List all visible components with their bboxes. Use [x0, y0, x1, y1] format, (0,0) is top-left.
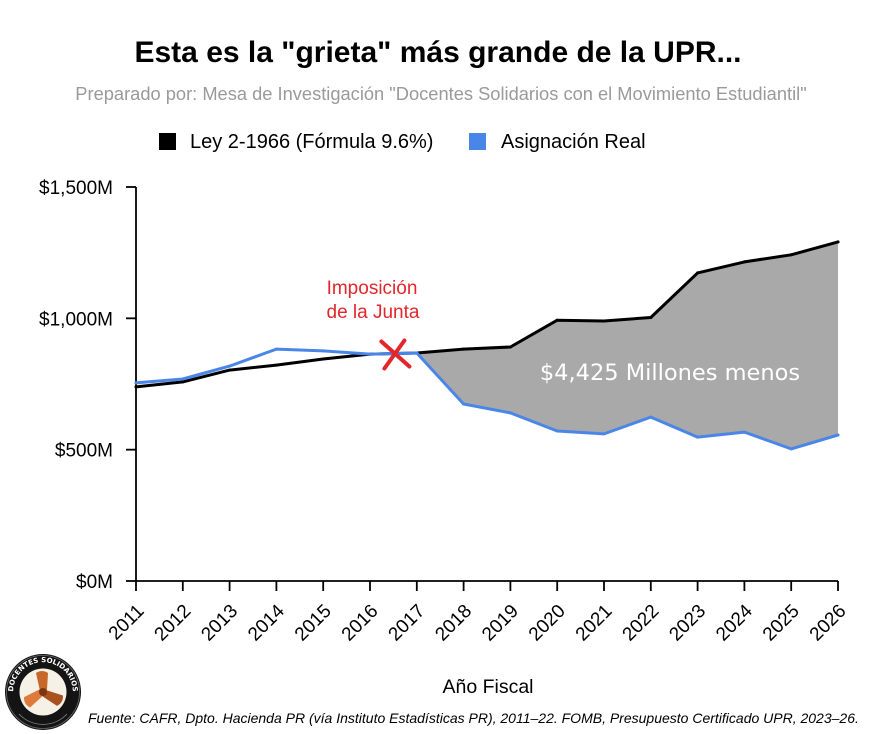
data-point-asignacion — [415, 351, 419, 355]
data-point-asignacion — [602, 432, 606, 436]
x-tick-label: 2026 — [806, 601, 851, 646]
data-point-ley — [508, 345, 512, 349]
source-note: Fuente: CAFR, Dpto. Hacienda PR (vía Ins… — [88, 710, 859, 726]
x-tick-label: 2022 — [619, 601, 664, 646]
legend-swatch-asignacion — [469, 133, 486, 150]
x-mark-stroke — [382, 338, 407, 371]
data-point-ley — [602, 319, 606, 323]
x-tick-label: 2014 — [244, 600, 289, 645]
x-tick-label: 2016 — [338, 601, 383, 646]
data-point-ley — [228, 368, 232, 372]
hand-shape — [24, 689, 44, 708]
legend-swatch-ley — [159, 133, 176, 150]
annotation-line-2: de la Junta — [327, 302, 420, 323]
hands-center — [39, 688, 47, 696]
data-point-asignacion — [134, 381, 138, 385]
data-point-ley — [789, 253, 793, 257]
data-point-ley — [181, 380, 185, 384]
data-point-ley — [649, 316, 653, 319]
data-point-asignacion — [649, 415, 653, 419]
logo-rim — [6, 655, 80, 729]
data-point-ley — [836, 240, 840, 244]
chart-subtitle: Preparado por: Mesa de Investigación "Do… — [75, 83, 806, 104]
logo-lower-arc — [18, 713, 68, 725]
data-point-asignacion — [555, 429, 559, 433]
data-point-asignacion — [462, 402, 466, 406]
legend: Ley 2-1966 (Fórmula 9.6%) Asignación Rea… — [159, 131, 646, 153]
data-point-asignacion — [742, 430, 746, 434]
gap-label: $4,425 Millones menos — [540, 360, 800, 386]
data-point-asignacion — [274, 347, 278, 351]
x-tick-label: 2011 — [105, 601, 149, 645]
annotation-layer — [379, 338, 412, 371]
x-tick-label: 2019 — [478, 601, 523, 646]
y-tick-label: $0M — [76, 572, 113, 593]
gap-layer — [416, 241, 838, 449]
legend-item-asignacion: Asignación Real — [469, 131, 646, 153]
x-tick-label: 2021 — [572, 601, 617, 646]
legend-label-ley: Ley 2-1966 (Fórmula 9.6%) — [190, 131, 433, 153]
data-point-asignacion — [508, 411, 512, 415]
x-axis-title: Año Fiscal — [442, 676, 533, 698]
data-point-asignacion — [368, 352, 372, 356]
x-tick-label: 2012 — [151, 601, 196, 646]
x-tick-label: 2024 — [712, 600, 757, 645]
data-point-asignacion — [836, 433, 840, 437]
data-point-ley — [134, 385, 138, 389]
x-tick-label: 2020 — [525, 601, 570, 646]
series-layer — [134, 240, 840, 451]
x-tick-label: 2017 — [385, 601, 430, 646]
gap-area — [416, 241, 838, 449]
hands-icon — [24, 671, 63, 708]
y-tick-label: $500M — [55, 441, 113, 462]
data-point-ley — [321, 357, 325, 361]
data-point-ley — [696, 271, 700, 275]
data-point-ley — [462, 347, 466, 351]
y-tick-label: $1,500M — [39, 178, 113, 199]
x-tick-label: 2025 — [759, 601, 804, 646]
x-tick-label: 2023 — [665, 601, 710, 646]
annotation-line-1: Imposición — [327, 278, 418, 299]
hand-shape — [36, 671, 48, 691]
data-point-asignacion — [321, 349, 325, 353]
data-point-ley — [555, 318, 559, 322]
x-mark-icon — [379, 338, 412, 371]
legend-item-ley: Ley 2-1966 (Fórmula 9.6%) — [159, 131, 433, 153]
y-tick-label: $1,000M — [39, 309, 113, 330]
data-point-asignacion — [228, 364, 232, 368]
data-point-asignacion — [789, 447, 793, 451]
legend-label-asignacion: Asignación Real — [501, 131, 646, 153]
series-line-ley — [134, 240, 840, 389]
data-point-ley — [274, 363, 278, 367]
x-tick-label: 2015 — [291, 601, 336, 646]
chart-title: Esta es la "grieta" más grande de la UPR… — [134, 36, 741, 69]
x-tick-label: 2013 — [197, 601, 242, 646]
x-tick-label: 2018 — [431, 601, 476, 646]
data-point-asignacion — [696, 435, 700, 439]
data-point-asignacion — [181, 377, 185, 381]
hand-shape — [42, 689, 63, 706]
series-line-asignacion — [134, 347, 840, 451]
data-point-ley — [742, 260, 746, 264]
docentes-solidarios-logo: DOCENTES SOLIDARIOS — [5, 654, 81, 730]
